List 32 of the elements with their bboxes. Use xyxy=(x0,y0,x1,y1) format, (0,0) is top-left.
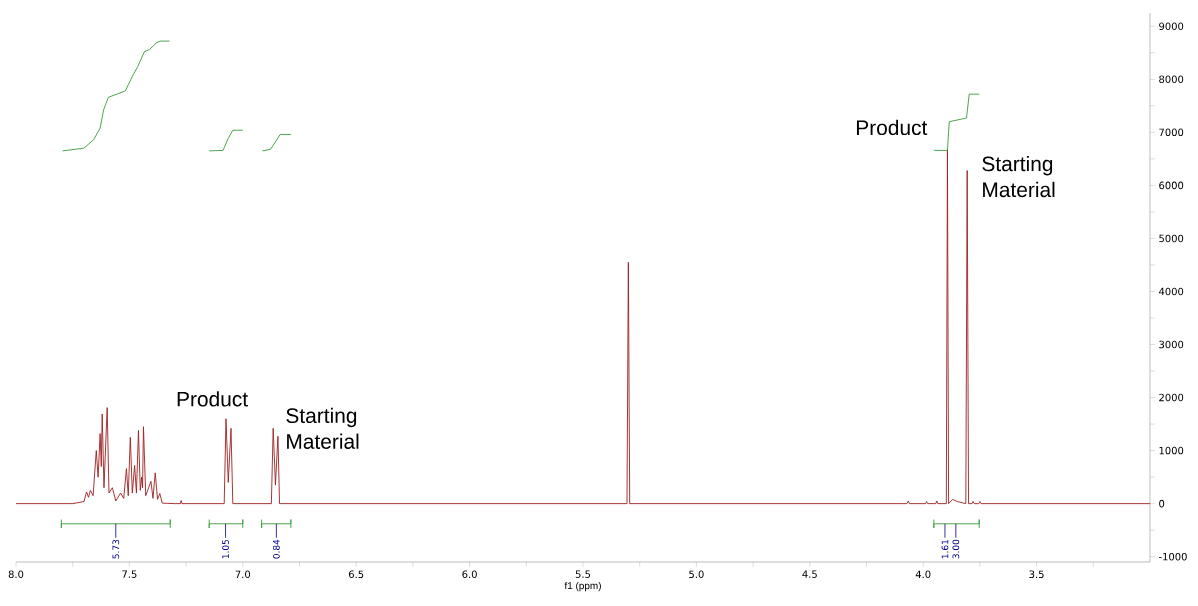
annotation: Starting Material xyxy=(286,407,359,449)
y-tick-label: 2000 xyxy=(1159,393,1184,402)
y-tick-label: 7000 xyxy=(1159,128,1184,137)
y-tick-label: 0 xyxy=(1159,499,1165,508)
x-axis-title: f1 (ppm) xyxy=(564,581,601,592)
x-tick-label: 7.0 xyxy=(235,570,251,579)
x-tick-label: 6.5 xyxy=(348,570,364,579)
y-tick-label: 6000 xyxy=(1159,181,1184,190)
x-tick-label: 6.0 xyxy=(462,570,477,579)
y-tick-label: 1000 xyxy=(1159,446,1184,455)
y-tick-label: 5000 xyxy=(1159,234,1184,243)
x-tick-label: 4.5 xyxy=(802,570,817,578)
x-tick-label: 5.0 xyxy=(689,570,704,579)
x-tick-label: 8.0 xyxy=(8,570,24,579)
annotation: 1.05 xyxy=(222,539,229,559)
x-tick-label: 5.5 xyxy=(575,570,591,578)
line-series xyxy=(15,148,1151,505)
annotation: Starting Material xyxy=(982,155,1055,198)
annotation: Product xyxy=(177,391,248,407)
y-tick-label: 4000 xyxy=(1158,287,1184,296)
annotation: 5.73 xyxy=(112,539,120,559)
y-tick-label: 8000 xyxy=(1159,75,1184,84)
annotation: 1.61 xyxy=(941,540,949,559)
x-tick-label: 4.0 xyxy=(915,570,931,579)
x-tick-label: 7.5 xyxy=(122,570,137,578)
annotation: Product xyxy=(856,119,928,136)
annotation: 3.00 xyxy=(952,539,960,559)
y-tick-label: -1000 xyxy=(1158,552,1187,561)
y-tick-label: 9000 xyxy=(1159,22,1184,31)
y-tick-label: 3000 xyxy=(1159,340,1184,349)
x-tick-label: 3.5 xyxy=(1029,570,1044,579)
annotation: 0.84 xyxy=(272,539,280,559)
